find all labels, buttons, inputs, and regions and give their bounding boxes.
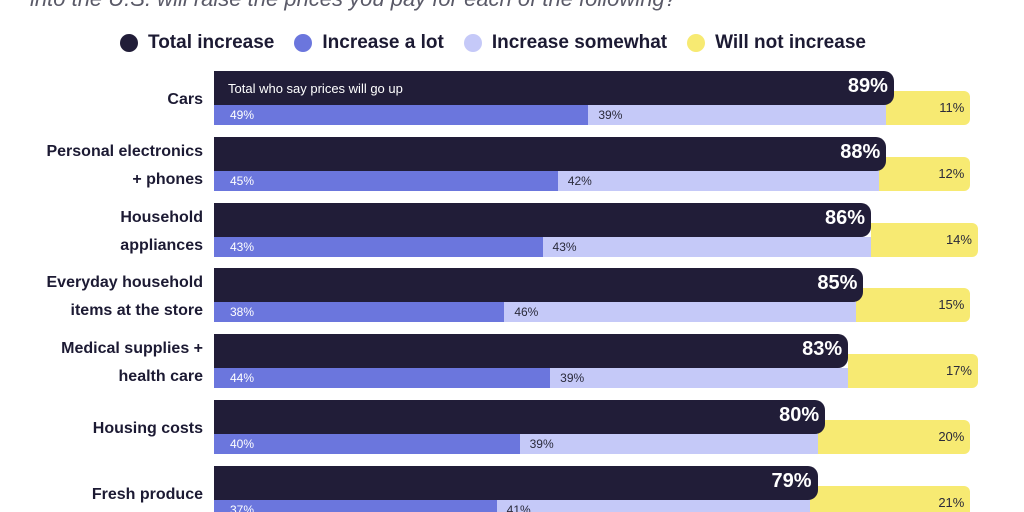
data-label-will-not-increase: 14% bbox=[945, 231, 972, 247]
bar-total-increase: 85% bbox=[214, 268, 864, 303]
data-label-will-not-increase: 15% bbox=[938, 297, 965, 313]
legend-label-lot: Increase a lot bbox=[322, 32, 444, 53]
data-label-will-not-increase: 12% bbox=[938, 165, 965, 181]
category-label-line: Household bbox=[120, 208, 203, 226]
category-label-line: items at the store bbox=[70, 302, 203, 320]
category-label-line: health care bbox=[118, 368, 203, 386]
bar-increase-a-lot: 43% bbox=[214, 236, 543, 257]
data-label-total: 88% bbox=[840, 140, 881, 163]
bar-will-not-increase: 21% bbox=[809, 485, 971, 512]
bar-increase-a-lot: 49% bbox=[214, 105, 589, 125]
bar-will-not-increase: 17% bbox=[848, 354, 978, 389]
data-label-increase-somewhat: 42% bbox=[567, 173, 592, 188]
bar-increase-a-lot: 37% bbox=[214, 499, 497, 512]
data-label-will-not-increase: 20% bbox=[938, 429, 965, 444]
bar-will-not-increase: 11% bbox=[886, 91, 971, 125]
legend-item-not: Will not increase bbox=[687, 32, 866, 54]
bar-increase-somewhat: 39% bbox=[588, 105, 887, 125]
bar-increase-somewhat: 41% bbox=[496, 499, 810, 512]
bar-will-not-increase: 20% bbox=[817, 420, 971, 454]
data-label-increase-a-lot: 40% bbox=[230, 437, 255, 451]
category-label: Household appliances bbox=[120, 204, 203, 260]
legend-label-total: Total increase bbox=[148, 32, 275, 53]
data-label-will-not-increase: 17% bbox=[945, 363, 972, 379]
bar-total-increase: 89% Total who say prices will go up bbox=[214, 71, 894, 105]
category-label: Everyday household items at the store bbox=[47, 269, 204, 325]
data-label-increase-somewhat: 39% bbox=[529, 437, 554, 451]
legend-item-somewhat: Increase somewhat bbox=[463, 32, 668, 54]
bar-increase-a-lot: 40% bbox=[214, 434, 520, 454]
data-label-total: 89% bbox=[847, 75, 888, 97]
category-label-line: Housing costs bbox=[92, 420, 203, 437]
chart-subtitle: into the U.S. will raise the prices you … bbox=[30, 0, 677, 12]
bar-total-increase: 79% bbox=[214, 465, 818, 500]
legend-swatch-somewhat bbox=[463, 34, 482, 52]
data-label-increase-somewhat: 39% bbox=[598, 108, 623, 122]
bar-increase-a-lot: 45% bbox=[214, 170, 558, 191]
legend-swatch-not bbox=[687, 34, 706, 52]
bar-will-not-increase: 12% bbox=[878, 156, 971, 191]
bar-increase-somewhat: 39% bbox=[550, 368, 849, 389]
legend-swatch-total bbox=[120, 34, 138, 52]
legend-label-somewhat: Increase somewhat bbox=[491, 32, 668, 53]
data-label-increase-a-lot: 44% bbox=[230, 371, 255, 386]
bar-increase-somewhat: 46% bbox=[504, 302, 856, 323]
category-label-line: Everyday household bbox=[46, 274, 204, 292]
category-label-line: Medical supplies + bbox=[61, 340, 203, 358]
bar-will-not-increase: 14% bbox=[871, 222, 978, 257]
bar-increase-a-lot: 38% bbox=[214, 302, 505, 323]
data-label-increase-a-lot: 38% bbox=[230, 305, 255, 320]
data-label-total: 85% bbox=[817, 272, 858, 295]
bar-increase-somewhat: 43% bbox=[542, 236, 872, 257]
category-label: Medical supplies + health care bbox=[61, 335, 203, 391]
bar-increase-somewhat: 39% bbox=[519, 434, 818, 454]
data-label-increase-a-lot: 43% bbox=[230, 239, 255, 254]
category-label-line: appliances bbox=[120, 236, 203, 254]
legend: Total increase Increase a lot Increase s… bbox=[120, 32, 866, 54]
bar-increase-a-lot: 44% bbox=[214, 368, 551, 389]
data-label-increase-somewhat: 39% bbox=[560, 371, 585, 386]
legend-swatch-lot bbox=[294, 34, 313, 52]
category-label: Personal electronics + phones bbox=[46, 138, 203, 194]
data-label-total: 83% bbox=[802, 338, 843, 361]
category-label: Fresh produce bbox=[92, 481, 203, 509]
bar-total-increase: 80% bbox=[214, 400, 826, 434]
data-label-will-not-increase: 21% bbox=[938, 494, 965, 510]
legend-label-not: Will not increase bbox=[715, 32, 866, 53]
data-label-total: 79% bbox=[771, 469, 812, 492]
bar-total-increase: 86% bbox=[214, 202, 872, 237]
legend-item-total: Total increase bbox=[120, 32, 274, 54]
legend-item-lot: Increase a lot bbox=[294, 32, 444, 54]
category-label-line: + phones bbox=[132, 170, 203, 188]
data-label-total: 80% bbox=[779, 404, 820, 426]
data-label-increase-somewhat: 41% bbox=[506, 502, 531, 512]
category-label: Housing costs bbox=[93, 415, 203, 443]
bar-total-increase: 83% bbox=[214, 334, 849, 369]
bar-annotation: Total who say prices will go up bbox=[228, 81, 403, 96]
category-label: Cars bbox=[167, 86, 203, 114]
data-label-increase-somewhat: 46% bbox=[514, 305, 539, 320]
data-label-increase-a-lot: 49% bbox=[230, 108, 255, 122]
data-label-total: 86% bbox=[825, 206, 866, 229]
bar-will-not-increase: 15% bbox=[855, 288, 971, 323]
data-label-increase-a-lot: 37% bbox=[230, 502, 255, 512]
bar-increase-somewhat: 42% bbox=[557, 170, 879, 191]
category-label-line: Cars bbox=[167, 91, 203, 108]
category-label-line: Personal electronics bbox=[46, 142, 203, 160]
bar-total-increase: 88% bbox=[214, 136, 887, 171]
data-label-will-not-increase: 11% bbox=[939, 100, 965, 115]
data-label-increase-a-lot: 45% bbox=[230, 173, 255, 188]
category-label-line: Fresh produce bbox=[91, 485, 203, 503]
data-label-increase-somewhat: 43% bbox=[552, 239, 577, 254]
